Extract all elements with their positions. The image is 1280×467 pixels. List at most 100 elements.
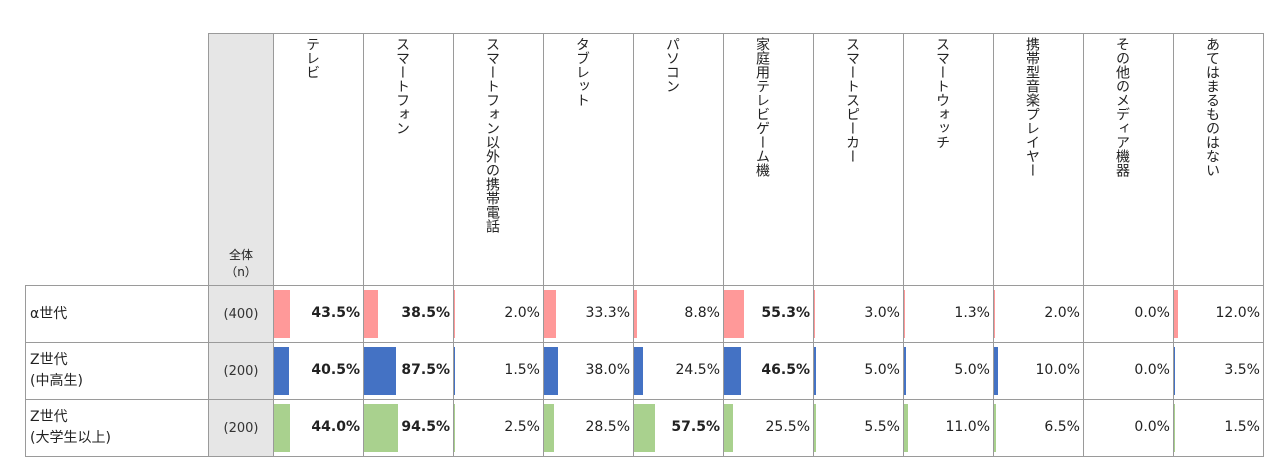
value-bar: [454, 347, 455, 395]
value-cell: 5.0%: [813, 342, 904, 400]
value-label: 6.5%: [1044, 419, 1080, 435]
value-cell: 2.5%: [453, 399, 544, 457]
column-header-2: スマートフォン: [363, 33, 454, 286]
value-cell: 38.0%: [543, 342, 634, 400]
value-bar: [634, 290, 638, 338]
value-cell: 33.3%: [543, 285, 634, 343]
value-cell: 1.5%: [453, 342, 544, 400]
header-n-label: （n）: [225, 265, 257, 279]
value-bar: [724, 347, 741, 395]
value-label: 8.8%: [684, 305, 720, 321]
column-header-label: あてはまるものはない: [1204, 37, 1220, 177]
value-label: 46.5%: [761, 362, 810, 378]
value-bar: [364, 404, 399, 452]
column-header-label: スマートスピーカー: [844, 37, 860, 163]
value-bar: [364, 347, 396, 395]
value-bar: [904, 404, 908, 452]
value-label: 44.0%: [311, 419, 360, 435]
value-label: 1.5%: [1224, 419, 1260, 435]
row-n-value: (400): [208, 285, 274, 343]
value-label: 12.0%: [1215, 305, 1260, 321]
value-cell: 11.0%: [903, 399, 994, 457]
value-label: 38.5%: [401, 305, 450, 321]
column-header-label: 家庭用テレビゲーム機: [754, 37, 770, 177]
value-bar: [274, 347, 289, 395]
header-row: 全体 （n） テレビ スマートフォン スマートフォン以外の携帯電話 タブレット パソコン…: [25, 33, 1264, 286]
column-header-label: 携帯型音楽プレイヤー: [1024, 37, 1040, 177]
value-label: 0.0%: [1134, 419, 1170, 435]
value-label: 2.0%: [504, 305, 540, 321]
value-cell: 0.0%: [1083, 342, 1174, 400]
value-cell: 5.0%: [903, 342, 994, 400]
value-label: 5.5%: [864, 419, 900, 435]
table-row: α世代 (400) 43.5% 38.5% 2.0% 33.3% 8.8% 55.3% 3.0%…: [25, 285, 1264, 343]
value-label: 10.0%: [1035, 362, 1080, 378]
value-bar: [454, 404, 455, 452]
value-cell: 6.5%: [993, 399, 1084, 457]
table-row: Z世代 (中高生) (200) 40.5% 87.5% 1.5% 38.0% 24.5% 46.…: [25, 342, 1264, 400]
value-bar: [724, 404, 734, 452]
value-label: 1.3%: [954, 305, 990, 321]
value-cell: 1.3%: [903, 285, 994, 343]
value-cell: 3.0%: [813, 285, 904, 343]
value-bar: [1174, 404, 1175, 452]
value-bar: [544, 290, 556, 338]
column-header-9: 携帯型音楽プレイヤー: [993, 33, 1084, 286]
value-cell: 40.5%: [273, 342, 364, 400]
value-bar: [634, 404, 655, 452]
value-bar: [1174, 347, 1176, 395]
value-label: 2.0%: [1044, 305, 1080, 321]
value-bar: [724, 290, 744, 338]
value-cell: 0.0%: [1083, 285, 1174, 343]
value-label: 5.0%: [864, 362, 900, 378]
column-header-3: スマートフォン以外の携帯電話: [453, 33, 544, 286]
value-label: 28.5%: [585, 419, 630, 435]
value-label: 1.5%: [504, 362, 540, 378]
value-cell: 38.5%: [363, 285, 454, 343]
value-bar: [994, 290, 995, 338]
value-bar: [904, 290, 905, 338]
value-bar: [544, 347, 558, 395]
value-cell: 87.5%: [363, 342, 454, 400]
column-header-label: スマートフォン以外の携帯電話: [484, 37, 500, 233]
column-header-label: スマートウォッチ: [934, 37, 950, 149]
row-label-line: Z世代: [30, 409, 68, 425]
value-bar: [994, 347, 998, 395]
value-bar: [904, 347, 906, 395]
value-bar: [1174, 290, 1179, 338]
row-label: Z世代 (大学生以上): [25, 399, 209, 457]
value-cell: 5.5%: [813, 399, 904, 457]
column-header-label: タブレット: [574, 37, 590, 107]
row-label-line: Z世代: [30, 352, 68, 368]
column-header-label: テレビ: [304, 37, 320, 79]
crosstab-table: 全体 （n） テレビ スマートフォン スマートフォン以外の携帯電話 タブレット パソコン…: [25, 33, 1264, 457]
value-label: 0.0%: [1134, 305, 1170, 321]
value-cell: 8.8%: [633, 285, 724, 343]
column-header-11: あてはまるものはない: [1173, 33, 1264, 286]
header-total-label: 全体: [228, 248, 253, 262]
value-label: 3.0%: [864, 305, 900, 321]
table-row: Z世代 (大学生以上) (200) 44.0% 94.5% 2.5% 28.5% 57.5% 2…: [25, 399, 1264, 457]
value-cell: 12.0%: [1173, 285, 1264, 343]
value-bar: [994, 404, 997, 452]
column-header-label: パソコン: [664, 37, 680, 93]
value-label: 43.5%: [311, 305, 360, 321]
row-label: α世代: [25, 285, 209, 343]
value-cell: 2.0%: [453, 285, 544, 343]
value-label: 38.0%: [585, 362, 630, 378]
column-header-6: 家庭用テレビゲーム機: [723, 33, 814, 286]
value-label: 2.5%: [504, 419, 540, 435]
value-label: 94.5%: [401, 419, 450, 435]
value-cell: 25.5%: [723, 399, 814, 457]
value-cell: 57.5%: [633, 399, 724, 457]
value-cell: 24.5%: [633, 342, 724, 400]
value-label: 11.0%: [945, 419, 990, 435]
value-label: 40.5%: [311, 362, 360, 378]
value-cell: 0.0%: [1083, 399, 1174, 457]
row-n-value: (200): [208, 399, 274, 457]
column-header-7: スマートスピーカー: [813, 33, 904, 286]
row-n-value: (200): [208, 342, 274, 400]
row-label-line: α世代: [30, 305, 68, 322]
value-label: 24.5%: [675, 362, 720, 378]
value-cell: 28.5%: [543, 399, 634, 457]
